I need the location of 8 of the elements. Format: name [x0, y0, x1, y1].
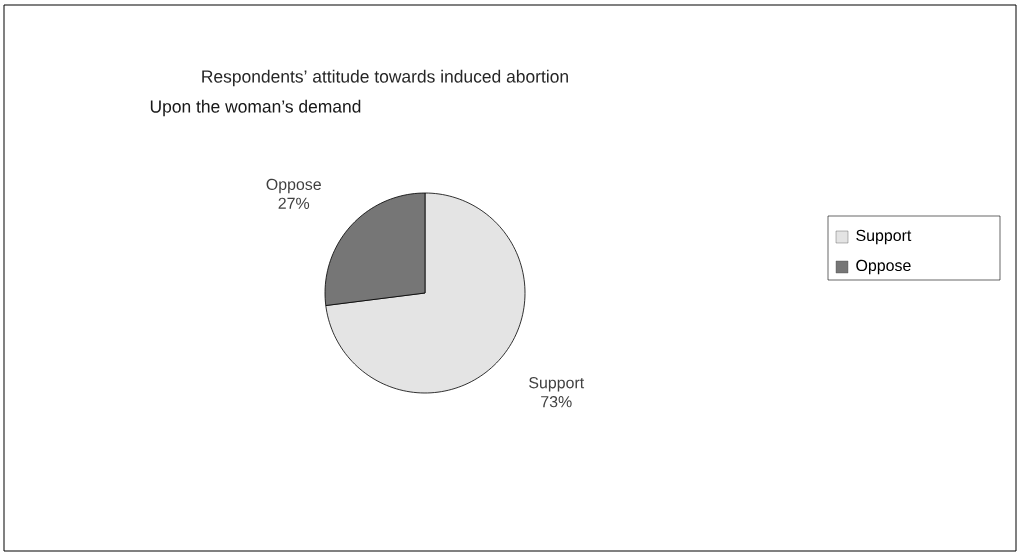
data-label: 73% [541, 396, 572, 408]
slice-label: Support [529, 377, 585, 392]
chart-subtitle: Upon the woman’s demand [150, 99, 361, 117]
chart-title: Respondents’ attitude towards induced abortion [202, 69, 568, 87]
data-label: 27% [278, 197, 310, 209]
legend-label: Support [856, 229, 912, 245]
slice-label: Oppose [266, 178, 321, 194]
legend-label: Oppose [856, 259, 911, 275]
